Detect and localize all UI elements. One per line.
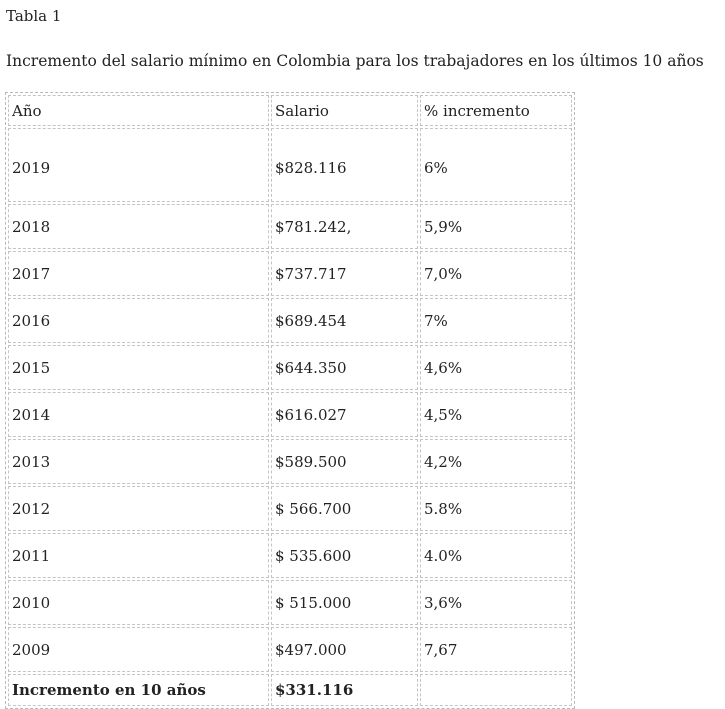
table-row: 2012 $ 566.700 5.8% [8, 486, 572, 531]
cell-percent: 7,0% [420, 251, 572, 296]
header-percent-increase: % incremento [420, 95, 572, 126]
cell-year: 2011 [8, 533, 269, 578]
table-row: 2019 $828.116 6% [8, 128, 572, 202]
cell-year: 2010 [8, 580, 269, 625]
cell-salary: $ 535.600 [271, 533, 418, 578]
cell-year: 2013 [8, 439, 269, 484]
cell-salary: $828.116 [271, 128, 418, 202]
table-row: 2010 $ 515.000 3,6% [8, 580, 572, 625]
header-year: Año [8, 95, 269, 126]
cell-salary: $ 566.700 [271, 486, 418, 531]
salary-table: Año Salario % incremento 2019 $828.116 6… [5, 92, 575, 709]
cell-percent: 7% [420, 298, 572, 343]
cell-percent: 4.0% [420, 533, 572, 578]
cell-salary: $737.717 [271, 251, 418, 296]
cell-year: 2018 [8, 204, 269, 249]
table-row: 2014 $616.027 4,5% [8, 392, 572, 437]
cell-percent: 3,6% [420, 580, 572, 625]
cell-year: 2017 [8, 251, 269, 296]
table-row: 2016 $689.454 7% [8, 298, 572, 343]
cell-year: 2012 [8, 486, 269, 531]
total-value: $331.116 [271, 674, 418, 706]
cell-salary: $ 515.000 [271, 580, 418, 625]
table-row: 2011 $ 535.600 4.0% [8, 533, 572, 578]
cell-year: 2014 [8, 392, 269, 437]
cell-percent: 4,5% [420, 392, 572, 437]
cell-salary: $689.454 [271, 298, 418, 343]
cell-salary: $589.500 [271, 439, 418, 484]
table-row: 2017 $737.717 7,0% [8, 251, 572, 296]
cell-salary: $781.242, [271, 204, 418, 249]
cell-percent: 5.8% [420, 486, 572, 531]
total-label: Incremento en 10 años [8, 674, 269, 706]
cell-percent: 5,9% [420, 204, 572, 249]
cell-salary: $497.000 [271, 627, 418, 672]
table-total-row: Incremento en 10 años $331.116 [8, 674, 572, 706]
cell-year: 2016 [8, 298, 269, 343]
total-percent [420, 674, 572, 706]
cell-percent: 4,2% [420, 439, 572, 484]
table-header-row: Año Salario % incremento [8, 95, 572, 126]
table-row: 2015 $644.350 4,6% [8, 345, 572, 390]
table-caption-title: Incremento del salario mínimo en Colombi… [6, 52, 704, 70]
table-row: 2013 $589.500 4,2% [8, 439, 572, 484]
header-salary: Salario [271, 95, 418, 126]
cell-percent: 6% [420, 128, 572, 202]
cell-percent: 4,6% [420, 345, 572, 390]
cell-percent: 7,67 [420, 627, 572, 672]
table-row: 2009 $497.000 7,67 [8, 627, 572, 672]
cell-salary: $616.027 [271, 392, 418, 437]
cell-year: 2015 [8, 345, 269, 390]
table-row: 2018 $781.242, 5,9% [8, 204, 572, 249]
cell-year: 2009 [8, 627, 269, 672]
table-caption-label: Tabla 1 [6, 7, 62, 25]
cell-year: 2019 [8, 128, 269, 202]
cell-salary: $644.350 [271, 345, 418, 390]
